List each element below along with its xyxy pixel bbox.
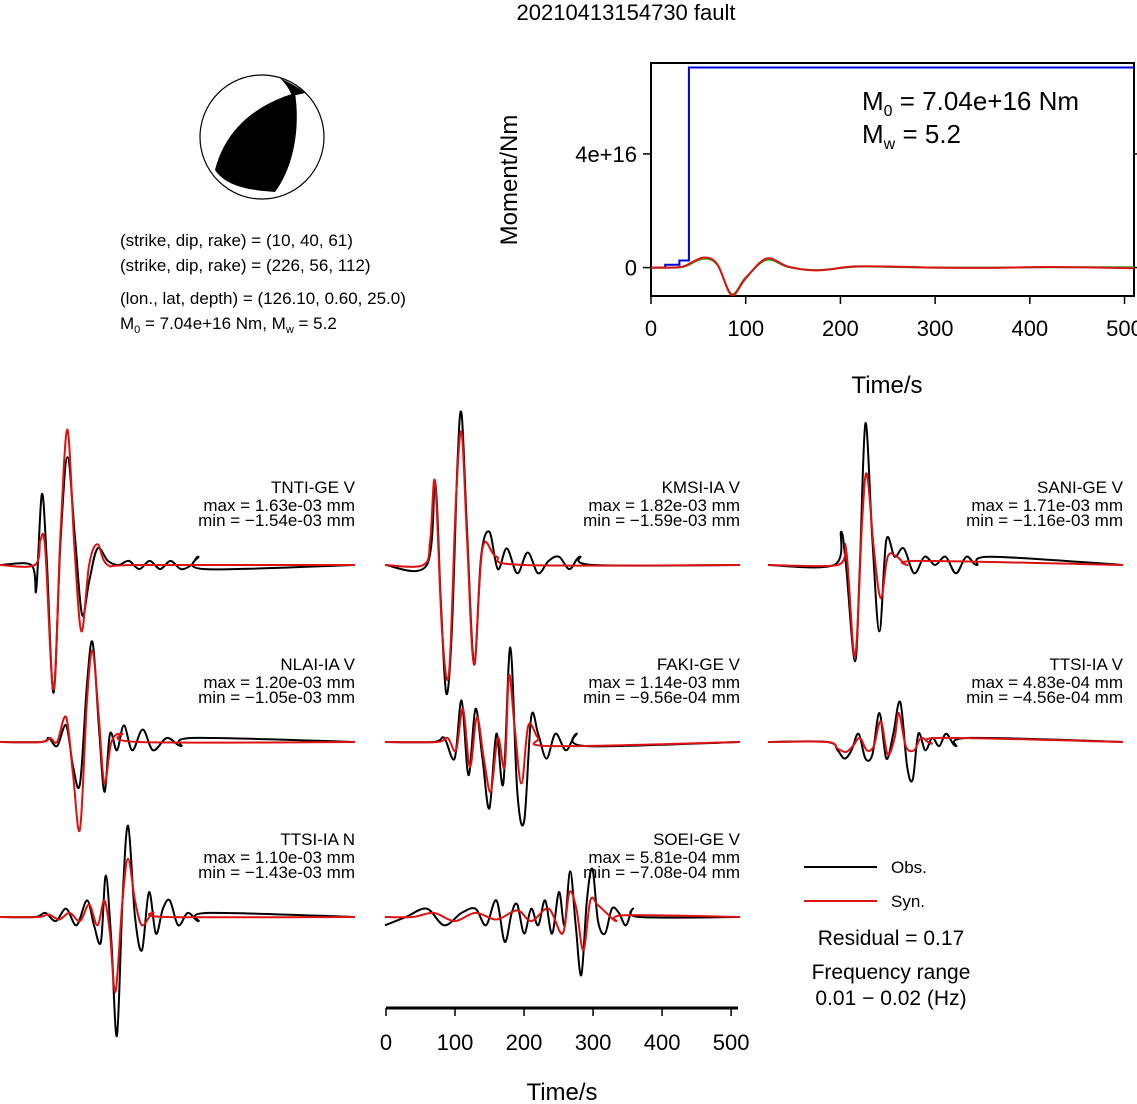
frequency-label: Frequency range (812, 961, 971, 984)
waveform-xtick-label: 200 (506, 1030, 543, 1055)
synthetic-trace (384, 890, 741, 952)
mechanism-plane1: (strike, dip, rake) = (10, 40, 61) (120, 231, 353, 250)
moment-ytick-label: 0 (625, 256, 637, 281)
moment-annotation-m0: M0 = 7.04e+16 Nm (862, 86, 1079, 120)
waveform-xtick-label: 500 (713, 1030, 750, 1055)
moment-xtick-label: 0 (645, 316, 657, 341)
mechanism-location: (lon., lat, depth) = (126.10, 0.60, 25.0… (120, 289, 406, 308)
waveform-xtick-label: 0 (380, 1030, 392, 1055)
synthetic-trace (0, 857, 356, 993)
beachball-compression-main (215, 93, 297, 192)
observed-trace (767, 422, 1124, 663)
synthetic-trace (767, 711, 1124, 756)
station-name: TTSI-IA N (280, 830, 355, 849)
moment-xtick-label: 500 (1106, 316, 1137, 341)
station-min: min = −4.56e-04 mm (966, 688, 1123, 707)
synthetic-trace (0, 649, 356, 833)
observed-trace (0, 640, 356, 793)
synthetic-trace (0, 428, 355, 691)
station-min: min = −1.43e-03 mm (198, 863, 355, 882)
waveform-xlabel: Time/s (526, 1079, 597, 1104)
mechanism-moment: M0 = 7.04e+16 Nm, Mw = 5.2 (120, 314, 337, 336)
station-name: SOEI-GE V (653, 830, 741, 849)
station-min: min = −7.08e-04 mm (583, 863, 740, 882)
legend: Obs. Syn. (804, 858, 927, 911)
station-max: max = 4.83e-04 mm (971, 673, 1123, 692)
moment-xticks: 0 100 200 300 400 500 (645, 296, 1137, 341)
station-max: max = 1.10e-03 mm (203, 848, 355, 867)
moment-series-red (650, 256, 1135, 297)
station-name: TNTI-GE V (271, 478, 356, 497)
residual-text: Residual = 0.17 (818, 927, 965, 950)
frequency-value: 0.01 − 0.02 (Hz) (815, 987, 966, 1010)
station-min: min = −9.56e-04 mm (583, 688, 740, 707)
moment-yticks: 0 4e+16 (575, 142, 1137, 281)
station-max: max = 1.71e-03 mm (971, 496, 1123, 515)
legend-syn-label: Syn. (891, 892, 925, 911)
moment-xtick-label: 200 (822, 316, 859, 341)
moment-panel: 0 100 200 300 400 500 0 4e+16 M0 = 7.04e+16 Nm… (496, 62, 1137, 399)
station-max: max = 1.20e-03 mm (203, 673, 355, 692)
station-max: max = 1.63e-03 mm (203, 496, 355, 515)
figure-title: 20210413154730 fault (517, 0, 736, 25)
moment-xtick-label: 400 (1011, 316, 1048, 341)
station-max: max = 5.81e-04 mm (588, 848, 740, 867)
beachball-compression-edge (280, 78, 305, 96)
station-max: max = 1.14e-03 mm (588, 673, 740, 692)
waveform-xtick-label: 400 (644, 1030, 681, 1055)
observed-trace (767, 700, 1124, 783)
moment-xtick-label: 100 (727, 316, 764, 341)
moment-ylabel: Moment/Nm (496, 115, 523, 246)
station-min: min = −1.54e-03 mm (198, 511, 355, 530)
synthetic-trace (384, 430, 741, 682)
waveform-xaxis: 0 100 200 300 400 500 Time/s (380, 1006, 750, 1104)
station-name: FAKI-GE V (657, 655, 741, 674)
station-min: min = −1.59e-03 mm (583, 511, 740, 530)
waveform-xtick-label: 300 (575, 1030, 612, 1055)
moment-xlabel: Time/s (851, 372, 922, 399)
synthetic-trace (384, 674, 741, 793)
moment-panel-frame (650, 62, 1135, 297)
moment-xtick-label: 300 (917, 316, 954, 341)
legend-obs-label: Obs. (891, 858, 927, 877)
station-name: TTSI-IA V (1049, 655, 1123, 674)
station-max: max = 1.82e-03 mm (588, 496, 740, 515)
station-name: SANI-GE V (1037, 478, 1124, 497)
moment-annotation-mw: Mw = 5.2 (862, 119, 961, 153)
station-min: min = −1.16e-03 mm (966, 511, 1123, 530)
moment-ytick-label: 4e+16 (575, 142, 637, 167)
moment-series (650, 66, 1135, 297)
station-name: KMSI-IA V (662, 478, 741, 497)
waveform-xticks: 0 100 200 300 400 500 (380, 1008, 750, 1055)
waveform-xtick-label: 100 (437, 1030, 474, 1055)
station-min: min = −1.05e-03 mm (198, 688, 355, 707)
beachball (199, 74, 325, 200)
observed-trace (384, 646, 741, 827)
mechanism-plane2: (strike, dip, rake) = (226, 56, 112) (120, 256, 371, 275)
observed-trace (384, 867, 741, 977)
synthetic-trace (767, 472, 1124, 658)
station-name: NLAI-IA V (280, 655, 355, 674)
